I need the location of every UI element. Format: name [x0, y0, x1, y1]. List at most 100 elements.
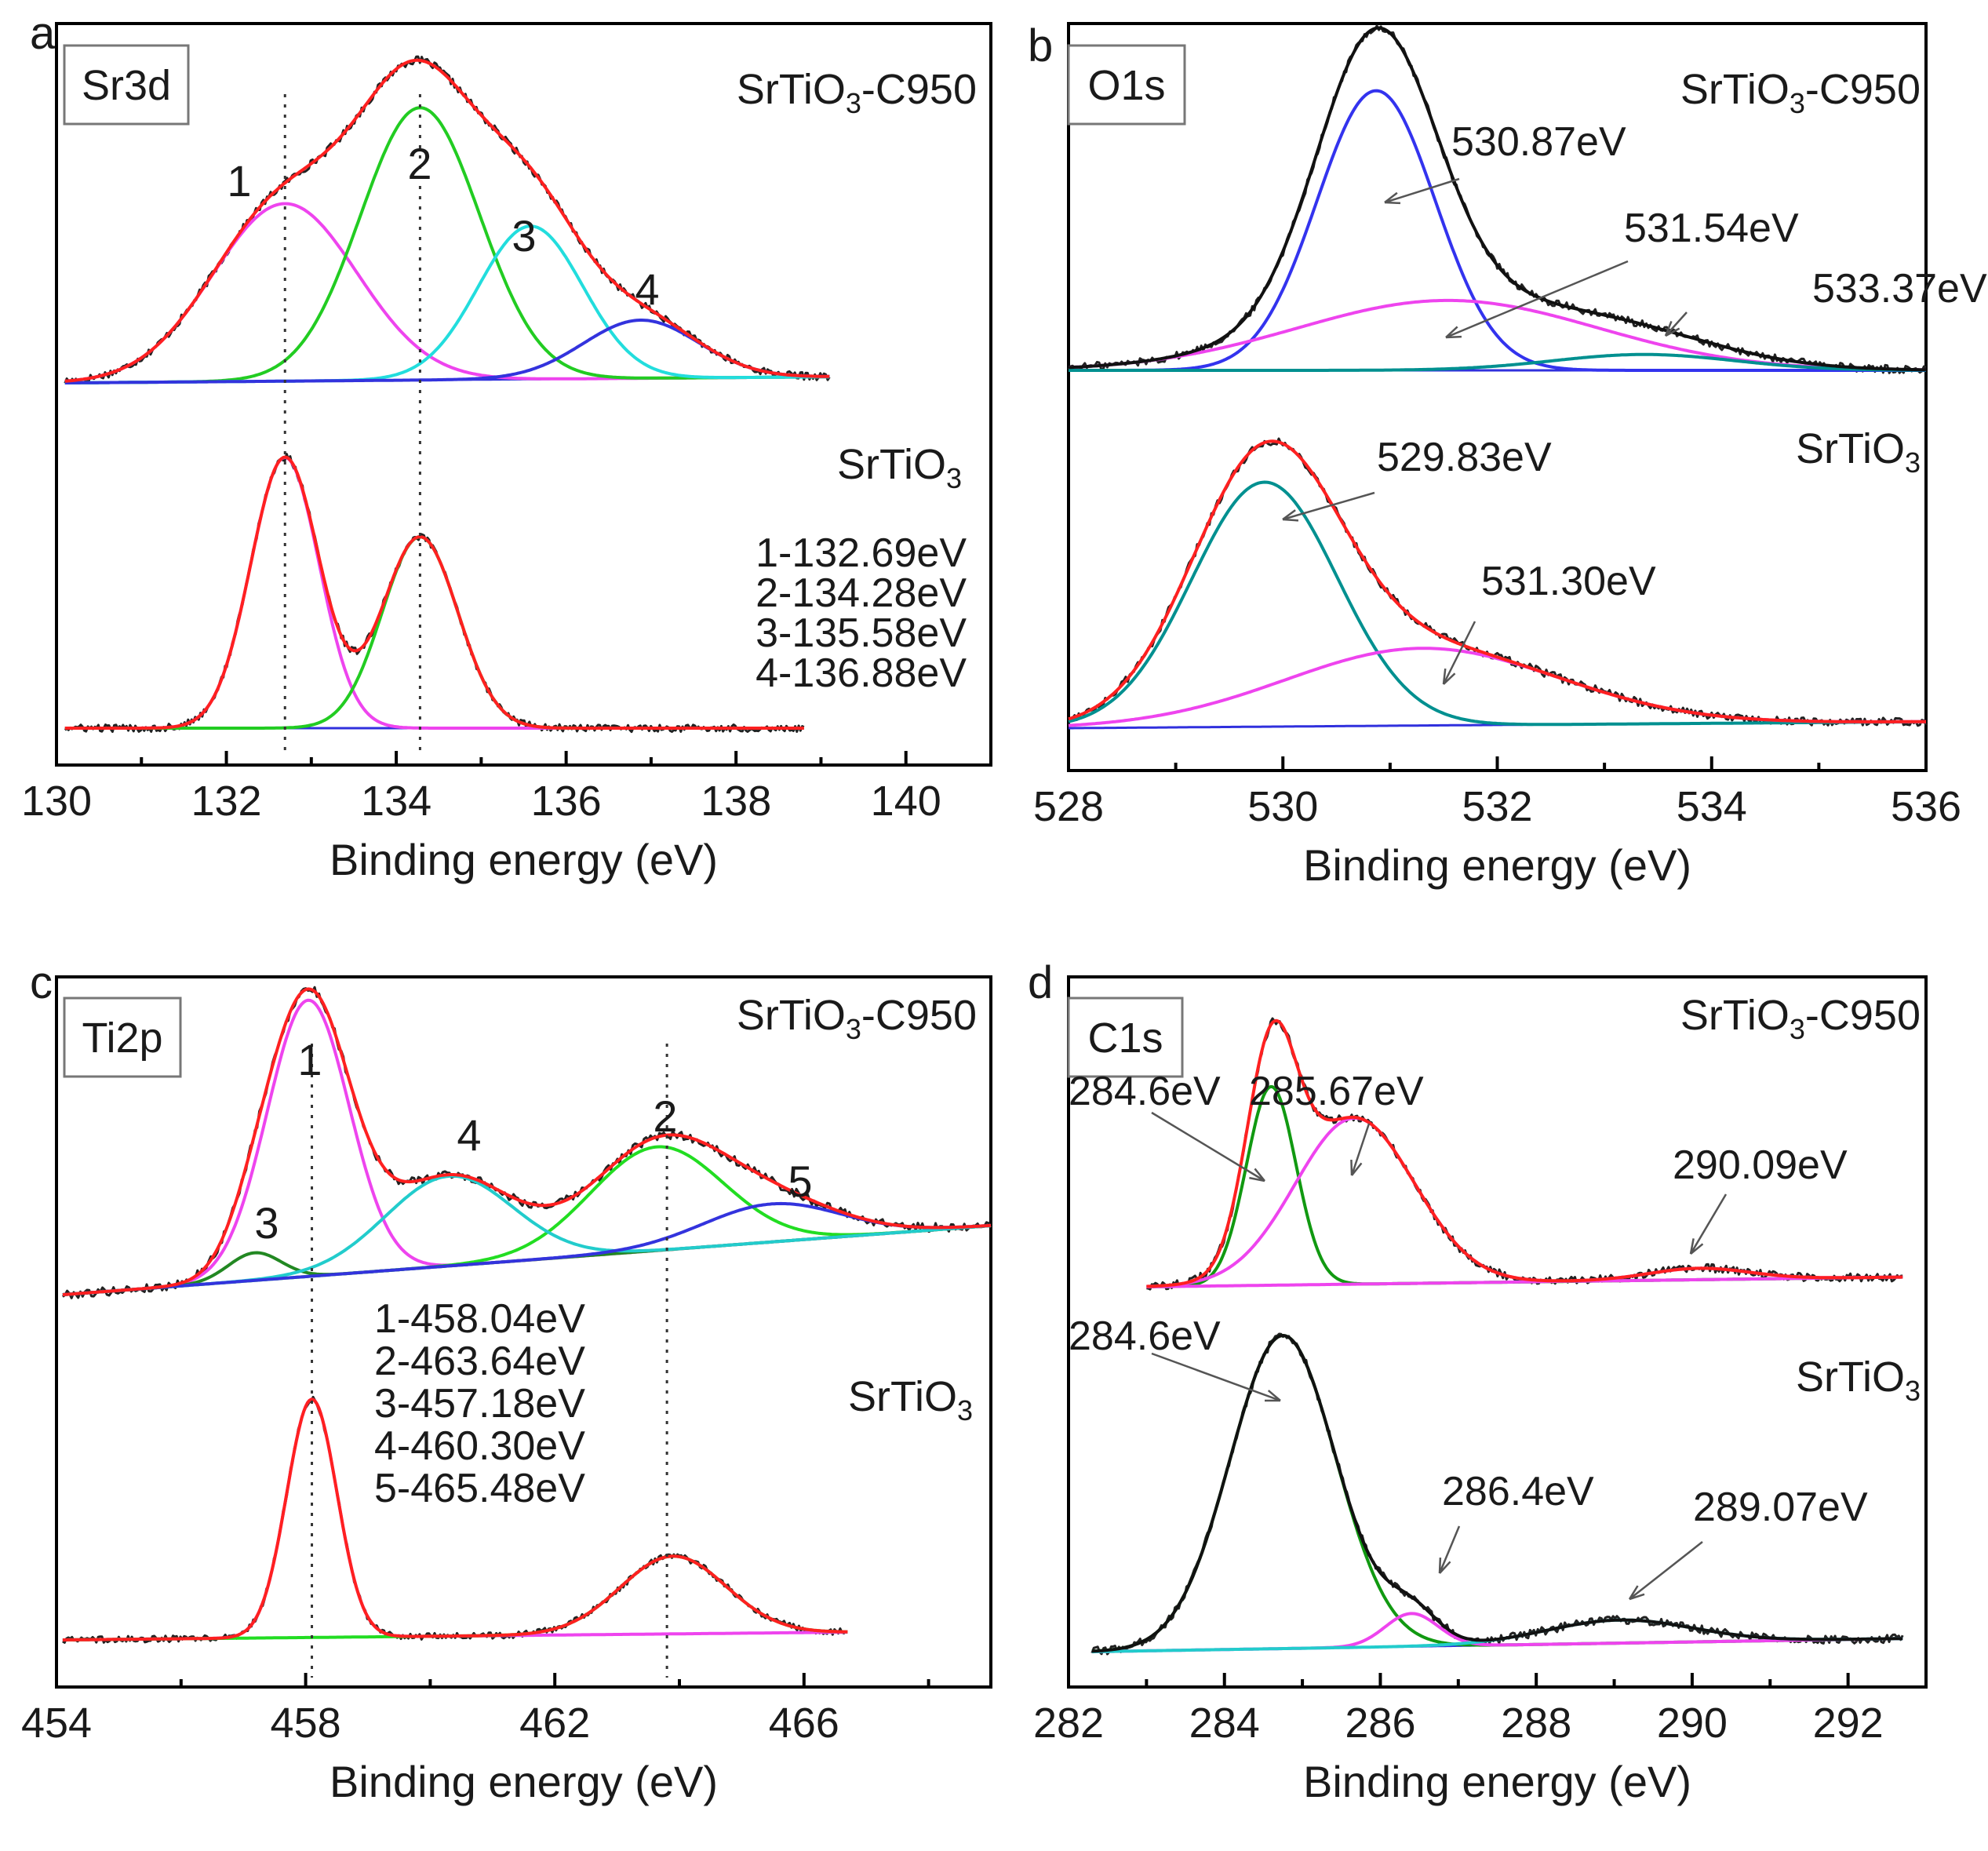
element-label: O1s [1087, 62, 1165, 109]
binding-energy-legend-item: 2-463.64eV [374, 1339, 585, 1384]
arrow-head [1438, 1557, 1451, 1574]
peak-number-label: 3 [512, 211, 536, 261]
x-axis-label: Binding energy (eV) [330, 835, 718, 884]
fit-component-2 [64, 535, 804, 730]
fit-component-2 [62, 1554, 848, 1641]
spectrum-pristine [64, 453, 805, 734]
x-tick-label: 466 [769, 1700, 839, 1747]
peak-number-label: 5 [788, 1157, 812, 1206]
x-tick-label: 284 [1189, 1700, 1260, 1747]
binding-energy-legend-item: 4-136.88eV [756, 650, 967, 696]
sample-label: SrTiO3 [837, 441, 962, 494]
peak-annotation: 285.67eV [1249, 1069, 1424, 1114]
peak-number-label: 4 [635, 264, 659, 314]
peak-annotation: 286.4eV [1442, 1469, 1594, 1514]
annotation-arrow [1445, 260, 1629, 339]
element-label-box [63, 997, 182, 1078]
spectrum-pristine [62, 1395, 848, 1644]
annotation-arrow [1689, 1193, 1728, 1255]
raw-data-line [64, 453, 805, 734]
element-label-box [1067, 44, 1186, 126]
peak-annotation: 284.6eV [1069, 1069, 1221, 1114]
x-tick-label: 132 [191, 778, 261, 825]
arrow-head [1689, 1238, 1704, 1255]
fit-component-53087eV [1069, 89, 1926, 372]
arrow-head [1442, 668, 1456, 685]
x-tick-label: 140 [871, 778, 941, 825]
annotation-arrow [1151, 1111, 1265, 1182]
panel-letter: d [1028, 957, 1053, 1008]
peak-annotation: 529.83eV [1377, 435, 1552, 480]
sample-label: SrTiO3-C950 [737, 66, 977, 119]
sample-label: SrTiO3 [1796, 1354, 1921, 1407]
peak-number-label: 2 [653, 1091, 677, 1141]
x-tick-label: 286 [1345, 1700, 1415, 1747]
sample-label: SrTiO3-C950 [1680, 992, 1921, 1045]
fit-envelope [62, 1397, 848, 1641]
x-axis-label: Binding energy (eV) [1303, 840, 1691, 890]
peak-number-label: 1 [297, 1035, 322, 1084]
fit-envelope [1091, 1334, 1903, 1653]
binding-energy-legend-item: 3-135.58eV [756, 610, 967, 656]
fit-component-3 [64, 224, 830, 384]
arrow-head [1445, 326, 1462, 339]
peak-number-label: 4 [457, 1110, 481, 1160]
panel-d: 282 284 286 288 290 292 Binding energy (eV) d C1… [1028, 957, 1928, 1806]
x-axis-label: Binding energy (eV) [1303, 1757, 1691, 1806]
x-tick-label: 138 [701, 778, 771, 825]
element-label-box [1067, 997, 1184, 1078]
x-tick-label: 130 [21, 778, 92, 825]
fit-envelope [1068, 26, 1927, 372]
x-tick-label: 134 [361, 778, 431, 825]
x-tick-label: 528 [1033, 783, 1104, 830]
peak-annotation: 531.30eV [1481, 559, 1656, 604]
fit-component-2 [64, 106, 830, 384]
spectrum-pristine [1090, 1332, 1904, 1656]
annotation-arrow [1629, 1541, 1703, 1600]
sample-label: SrTiO3 [848, 1373, 973, 1427]
fit-envelope [64, 58, 830, 383]
binding-energy-legend-item: 5-465.48eV [374, 1466, 585, 1511]
arrow-head [1249, 1168, 1265, 1182]
annotation-arrow [1350, 1123, 1371, 1176]
x-tick-label: 530 [1247, 783, 1318, 830]
element-label-box [63, 44, 190, 126]
x-tick-label: 454 [21, 1700, 92, 1747]
x-tick-label: 458 [271, 1700, 341, 1747]
binding-energy-legend-item: 4-460.30eV [374, 1423, 585, 1469]
x-tick-label: 536 [1891, 783, 1961, 830]
annotation-arrow [1438, 1525, 1461, 1574]
annotation-arrow [1665, 312, 1688, 337]
arrow-head [1264, 1390, 1281, 1402]
fit-component-4 [62, 1174, 992, 1296]
arrow-head [1384, 191, 1401, 205]
spectrum-treated [1146, 1017, 1903, 1291]
annotation-arrow [1282, 491, 1375, 521]
peak-annotation: 533.37eV [1812, 266, 1987, 312]
peak-annotation: 289.07eV [1693, 1485, 1868, 1530]
peak-annotation: 284.6eV [1069, 1314, 1221, 1359]
fit-envelope [62, 987, 992, 1296]
annotation-arrow [1151, 1352, 1281, 1402]
x-tick-label: 462 [519, 1700, 590, 1747]
annotation-arrow [1442, 621, 1476, 685]
binding-energy-legend-item: 1-132.69eV [756, 530, 967, 576]
fit-component-53130eV [1068, 647, 1926, 727]
x-axis-label: Binding energy (eV) [330, 1757, 718, 1806]
fit-component-1 [64, 202, 830, 383]
panel-letter: c [30, 957, 53, 1008]
plot-frame [1067, 975, 1928, 1689]
arrow-head [1628, 1585, 1645, 1601]
fit-component-53337eV [1069, 352, 1926, 372]
sample-label: SrTiO3-C950 [1680, 66, 1921, 119]
peak-annotation: 530.87eV [1451, 119, 1626, 165]
panel-letter: b [1028, 20, 1053, 71]
peak-number-label: 2 [407, 139, 431, 188]
fit-envelope [64, 455, 804, 730]
panel-letter: a [30, 8, 56, 59]
arrow-head [1664, 320, 1680, 337]
panel-b: 528 530 532 534 536 Binding energy (eV) b O1s Sr… [1028, 20, 1987, 890]
binding-energy-legend-item: 3-457.18eV [374, 1381, 585, 1427]
